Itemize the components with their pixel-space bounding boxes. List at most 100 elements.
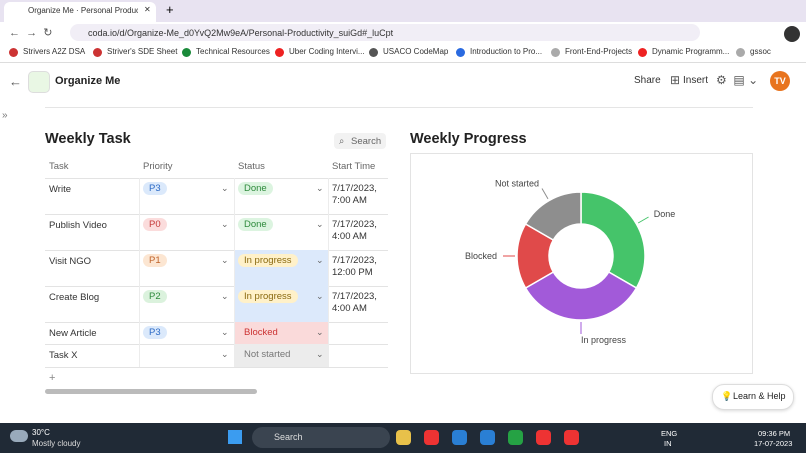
help-button[interactable] <box>712 384 794 410</box>
column-border <box>234 250 235 286</box>
dropdown[interactable]: ⌄ <box>221 255 229 265</box>
avatar[interactable]: TV <box>770 71 790 91</box>
bookmark[interactable]: Front-End-Projects <box>565 47 633 56</box>
url: coda.io/d/Organize-Me_d0YvQ2Mw9eA/Person… <box>88 28 394 38</box>
status-pill[interactable]: Blocked <box>244 327 278 338</box>
bookmark[interactable]: USACO CodeMap <box>383 47 449 56</box>
dropdown[interactable]: ⌄ <box>221 291 229 301</box>
status-pill[interactable]: Not started <box>244 349 291 360</box>
dropdown[interactable]: ⌄ <box>221 183 229 193</box>
bookmark-icon <box>551 48 560 57</box>
profile[interactable] <box>784 26 800 42</box>
taskbar-search[interactable] <box>252 427 390 448</box>
donut-slice <box>524 191 582 242</box>
nav-buttons[interactable]: ← → ↻ <box>9 27 53 39</box>
search-label: Search <box>351 136 382 147</box>
table-border <box>45 178 388 179</box>
help-text: Learn & Help <box>733 391 786 401</box>
status-pill[interactable]: Done <box>238 218 273 231</box>
task-name: Task X <box>49 350 78 361</box>
taskbar-app[interactable] <box>424 430 439 445</box>
leader-line <box>541 188 549 200</box>
dropdown[interactable]: ⌄ <box>221 349 229 359</box>
dropdown[interactable]: ⌄ <box>316 349 324 359</box>
start-time: 7/17/2023, 4:00 AM <box>332 291 377 314</box>
task-name: Publish Video <box>49 220 107 231</box>
region: IN <box>664 439 672 448</box>
row-border <box>45 344 388 345</box>
new-tab[interactable]: + <box>166 2 174 17</box>
status-pill[interactable]: In progress <box>238 254 298 267</box>
row-border <box>45 214 388 215</box>
donut-slice <box>580 191 646 290</box>
column-header: Task <box>49 161 69 172</box>
chart-card <box>410 153 753 374</box>
taskbar-app[interactable] <box>564 430 579 445</box>
search-icon: ⌕ <box>339 136 345 147</box>
column-border <box>328 322 329 344</box>
column-border <box>328 250 329 286</box>
column-border <box>328 214 329 250</box>
bookmark[interactable]: Striver's SDE Sheet <box>107 47 178 56</box>
priority-pill: P3 <box>143 182 167 195</box>
expand-sidebar[interactable]: » <box>2 110 8 121</box>
bookmark-icon <box>182 48 191 57</box>
bookmark-icon <box>369 48 378 57</box>
row-border <box>45 286 388 287</box>
dropdown[interactable]: ⌄ <box>316 219 324 229</box>
share-button[interactable]: Share <box>634 75 661 86</box>
dropdown[interactable]: ⌄ <box>316 327 324 337</box>
bookmark[interactable]: gssoc <box>750 47 771 56</box>
dropdown[interactable]: ⌄ <box>221 327 229 337</box>
status-pill[interactable]: Done <box>238 182 273 195</box>
taskbar-app[interactable] <box>452 430 467 445</box>
back[interactable]: ← <box>9 74 22 89</box>
slice-label: Blocked <box>465 251 497 261</box>
weather: Mostly cloudy <box>32 439 81 448</box>
status-cell-bg <box>234 344 328 367</box>
taskbar-search-label: Search <box>274 432 303 442</box>
bookmark[interactable]: Strivers A2Z DSA <box>23 47 86 56</box>
row-border <box>45 367 388 368</box>
dropdown[interactable]: ⌄ <box>316 183 324 193</box>
column-border <box>328 286 329 322</box>
column-border <box>139 286 140 322</box>
dropdown[interactable]: ⌄ <box>316 255 324 265</box>
column-border <box>234 286 235 322</box>
task-name: Write <box>49 184 71 195</box>
start-time: 7/17/2023, 4:00 AM <box>332 219 377 242</box>
slice-label: Done <box>654 209 676 219</box>
tab-close[interactable]: ✕ <box>144 5 151 14</box>
dropdown[interactable]: ⌄ <box>221 219 229 229</box>
column-border <box>328 344 329 367</box>
start-button[interactable] <box>228 430 242 444</box>
taskbar-app[interactable] <box>396 430 411 445</box>
bookmark[interactable]: Technical Resources <box>196 47 270 56</box>
column-border <box>139 344 140 367</box>
taskbar-app[interactable] <box>536 430 551 445</box>
chart: Done In progress Blocked Not started <box>410 153 753 374</box>
tab-title: Organize Me · Personal Productio <box>28 6 138 15</box>
add-row[interactable]: + <box>49 372 56 384</box>
bookmark[interactable]: Uber Coding Intervi... <box>289 47 365 56</box>
scrollbar[interactable] <box>45 389 257 394</box>
bookmark[interactable]: Introduction to Pro... <box>470 47 543 56</box>
tab[interactable] <box>4 2 156 22</box>
search-button[interactable] <box>334 133 386 149</box>
insert-button[interactable]: Insert <box>683 75 709 86</box>
chart-title: Weekly Progress <box>410 131 527 147</box>
column-border <box>234 344 235 367</box>
toolbar-icons[interactable]: ⚙ ▤ ⌄ <box>716 73 759 87</box>
weather-icon <box>10 430 28 442</box>
bookmark[interactable]: Dynamic Programm... <box>652 47 730 56</box>
doc-icon <box>28 71 50 93</box>
address-bar[interactable] <box>70 24 700 41</box>
start-time: 7/17/2023, 7:00 AM <box>332 183 377 206</box>
status-cell-bg <box>234 322 328 344</box>
status-pill[interactable]: In progress <box>238 290 298 303</box>
taskbar-app[interactable] <box>480 430 495 445</box>
column-border <box>139 322 140 344</box>
dropdown[interactable]: ⌄ <box>316 291 324 301</box>
slice-label: In progress <box>581 335 627 345</box>
taskbar-app[interactable] <box>508 430 523 445</box>
